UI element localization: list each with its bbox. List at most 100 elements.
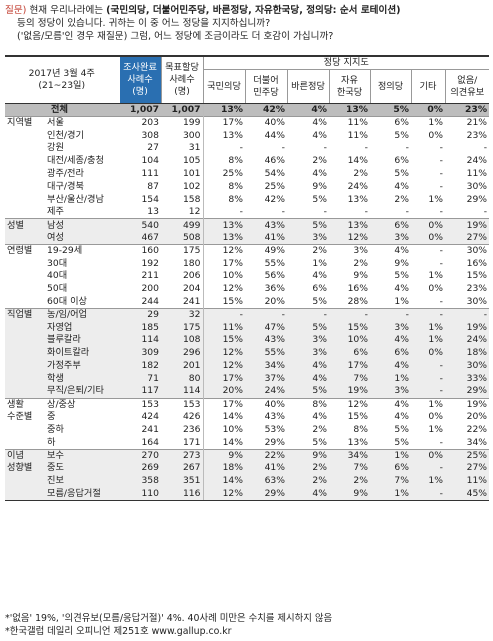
pct-cell: 0% — [411, 231, 445, 245]
pct-cell: 43% — [245, 218, 287, 232]
target-count: 1,007 — [161, 103, 203, 117]
pct-cell: 24% — [245, 385, 287, 399]
survey-period-header: 2017년 3월 4주 (21~23일) — [5, 55, 119, 104]
pct-cell: 1% — [411, 474, 445, 488]
target-count: 108 — [161, 334, 203, 347]
party-support-table: 2017년 3월 4주 (21~23일) 조사완료 사례수 (명) 목표할당 사… — [5, 55, 490, 501]
pct-cell: - — [287, 307, 329, 322]
sample-count: 29 — [119, 307, 161, 322]
target-count: 32 — [161, 307, 203, 322]
table-row: 연령별 19-29세 160 175 12% 49% 2% 3% 4% -30% — [5, 243, 490, 258]
pct-cell: 10% — [202, 270, 245, 283]
subgroup-label: 남성 — [45, 218, 119, 232]
pct-cell: 29% — [264, 436, 285, 448]
pct-cell: 8% — [202, 193, 245, 207]
pct-cell: 4% — [370, 397, 411, 411]
party-header-1: 더불어 민주당 — [244, 69, 287, 104]
pct-cell: 43% — [264, 411, 285, 423]
pct-cell: 11% — [347, 129, 368, 141]
pct-cell: 27% — [445, 462, 490, 475]
pct-cell: 13% — [202, 129, 245, 143]
pct-cell: 2% — [329, 474, 370, 488]
pct-cell: 12% — [202, 282, 245, 296]
pct-cell: 40% — [245, 116, 287, 130]
pct-cell: - — [411, 462, 445, 475]
party-name-line1: 국민의당 — [207, 80, 241, 92]
group-label — [5, 474, 45, 488]
pct-cell: 5% — [394, 168, 409, 180]
party-name-line1: 자유 — [341, 74, 358, 86]
pct-cell: - — [281, 142, 285, 154]
pct-cell: 36% — [264, 283, 285, 295]
group-label: 생활 — [5, 397, 45, 411]
pct-cell: 17% — [202, 116, 245, 130]
target-count: 426 — [182, 411, 201, 423]
table-row: 자영업 185 175 11% 47% 5% 15% 3% 1% 19% — [5, 321, 490, 335]
target-count: 158 — [182, 193, 201, 205]
target-count: 153 — [161, 397, 203, 411]
pct-cell: 12% — [202, 346, 245, 360]
table-row: 모름/응답거절 110 116 12% 29% 4% 9% 1% -45% — [5, 487, 490, 501]
question-line-2: 등의 정당이 있습니다. 귀하는 이 중 어느 정당을 지지하십니까? — [17, 18, 271, 29]
pct-cell: 21% — [445, 116, 490, 130]
pct-cell: 20% — [466, 411, 488, 423]
pct-cell: 5% — [312, 295, 327, 307]
pct-cell: 15% — [329, 321, 370, 335]
pct-cell: 9% — [394, 257, 409, 269]
subgroup-label: 가정주부 — [45, 359, 119, 373]
pct-cell: 19% — [445, 321, 490, 335]
group-label — [5, 270, 45, 283]
group-label: 지역별 — [5, 116, 45, 130]
pct-cell: 56% — [264, 270, 285, 282]
pct-cell: 3% — [370, 231, 411, 245]
sample-count: 308 — [141, 129, 159, 141]
table-header: 2017년 3월 4주 (21~23일) 조사완료 사례수 (명) 목표할당 사… — [5, 55, 490, 104]
pct-cell: 1% — [370, 448, 411, 463]
sample-count: 117 — [119, 385, 161, 399]
sample-count: 71 — [119, 372, 161, 386]
party-list: (국민의당, 더불어민주당, 바른정당, 자유한국당, 정의당: 순서 로테이션… — [106, 5, 401, 16]
pct-cell: 11% — [329, 116, 370, 130]
pct-cell: 4% — [312, 129, 327, 141]
pct-cell: 45% — [445, 487, 490, 501]
pct-cell: 3% — [370, 385, 411, 399]
target-count: 204 — [182, 283, 201, 295]
pct-cell: 0% — [411, 103, 445, 117]
subgroup-label: 여성 — [45, 231, 119, 245]
pct-cell: 22% — [466, 424, 488, 436]
group-label — [5, 372, 45, 386]
pct-cell: 15% — [202, 334, 245, 347]
party-header-4: 정의당 — [369, 69, 411, 104]
pct-cell: 6% — [370, 346, 411, 360]
table-row: 제주 13 12- - - - - - - — [5, 206, 489, 219]
pct-cell: - — [411, 307, 445, 322]
pct-cell: 14% — [202, 436, 245, 450]
pct-cell: 7% — [329, 462, 370, 475]
pct-cell: 34% — [245, 359, 287, 373]
pct-cell: - — [439, 436, 443, 448]
pct-cell: 10% — [329, 334, 370, 347]
pct-cell: 17% — [202, 257, 245, 271]
pct-cell: 27% — [445, 231, 490, 245]
sample-count: 211 — [141, 270, 159, 282]
pct-cell: 11% — [466, 168, 488, 180]
pct-cell: 49% — [245, 243, 287, 258]
pct-cell: 14% — [202, 474, 245, 488]
group-label: 이념 — [5, 448, 45, 463]
target-count: 80 — [161, 372, 203, 386]
pct-cell: - — [281, 206, 285, 218]
pct-cell: 1% — [411, 334, 445, 347]
pct-cell: 33% — [445, 372, 490, 386]
pct-cell: - — [202, 307, 245, 322]
table-row: 진보 358 351 14% 63% 2% 2% 7% 1% 11% — [5, 474, 490, 488]
pct-cell: 2% — [287, 474, 329, 488]
party-header-5: 기타 — [410, 69, 445, 104]
subgroup-label: 상/중상 — [45, 397, 119, 411]
table-row: 60대 이상 244 241 15% 20% 5% 28% 1% - 30% — [5, 295, 489, 309]
party-header-3: 자유 한국당 — [328, 69, 370, 104]
target-count: 114 — [161, 385, 203, 399]
group-label — [5, 424, 45, 437]
pct-cell: 9% — [287, 448, 329, 463]
group-label: 직업별 — [5, 307, 45, 322]
table-row: 여성 467 508 13% 41% 3% 12% 3% 0% 27% — [5, 231, 490, 245]
